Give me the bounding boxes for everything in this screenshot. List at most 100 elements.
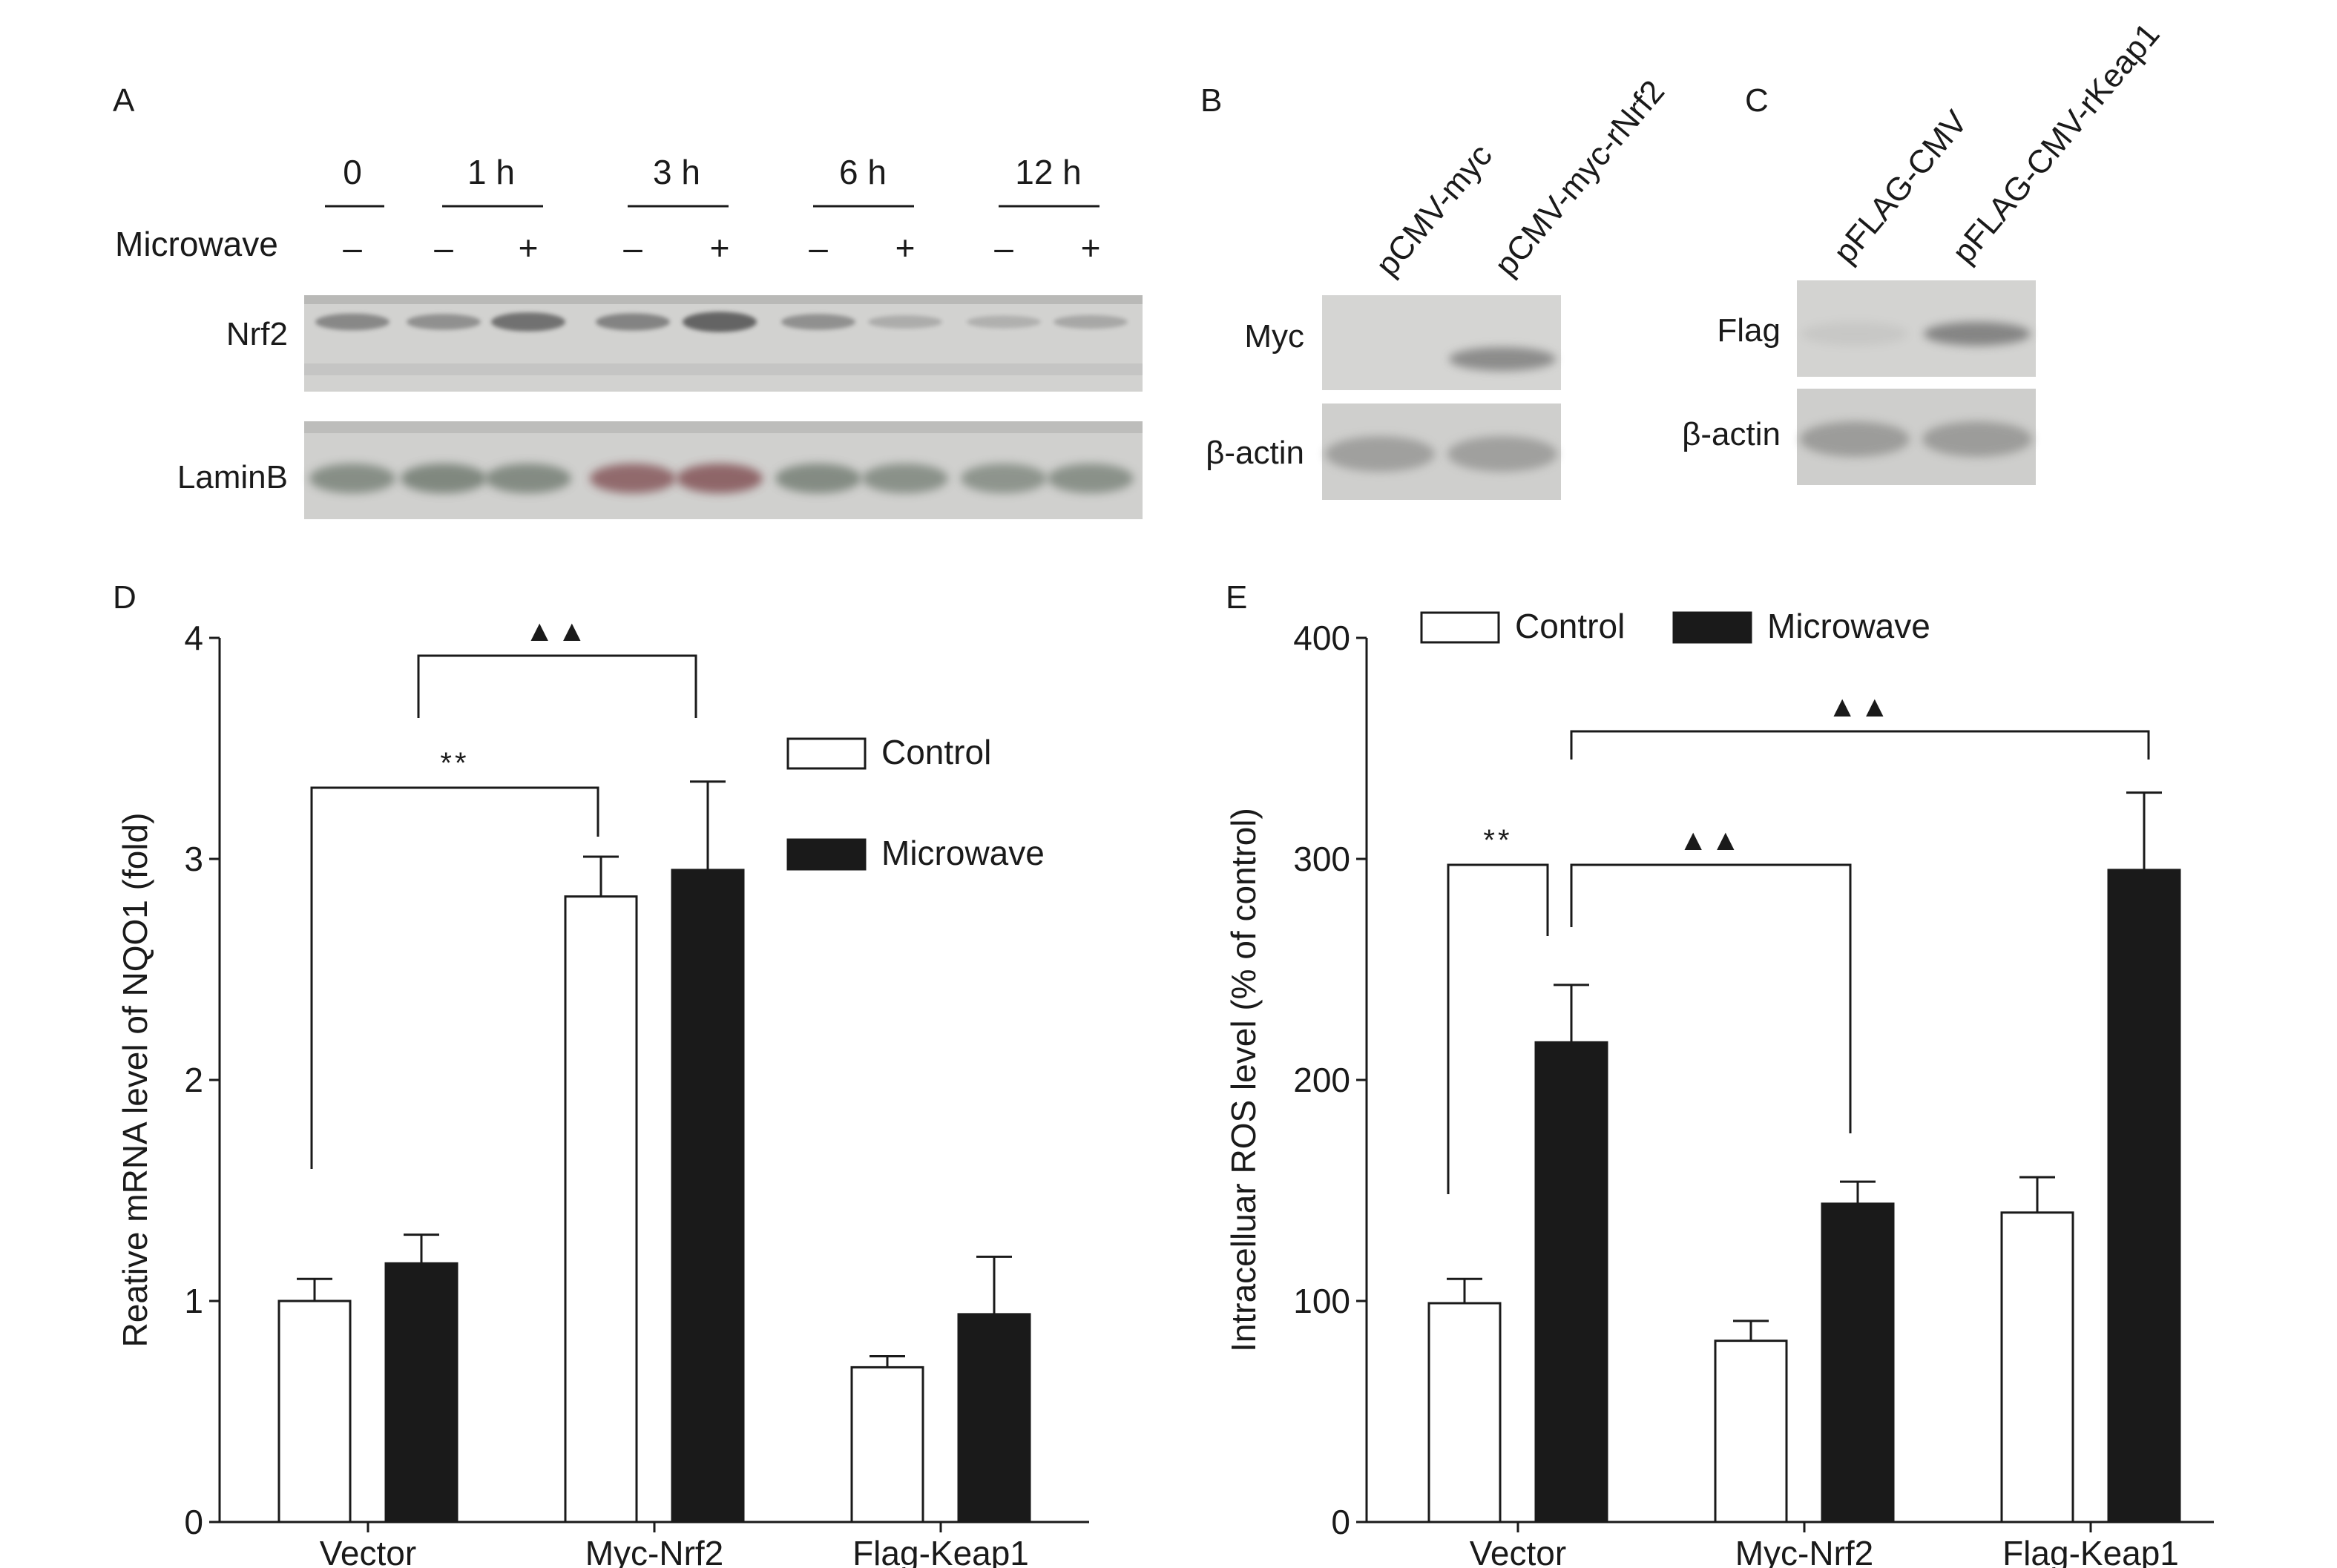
blot-b: pCMV-myc pCMV-myc-rNrf2 Myc β-actin <box>1206 73 1672 500</box>
beta-actin-band <box>1922 421 2032 457</box>
y-tick-label: 2 <box>184 1061 203 1099</box>
legend-swatch-microwave <box>1672 611 1752 644</box>
bar-microwave <box>671 869 745 1523</box>
row-label-nrf2: Nrf2 <box>226 316 288 352</box>
legend-swatch-control <box>786 737 867 770</box>
significance-label: ▲▲ <box>1827 691 1892 723</box>
bar-control <box>850 1366 924 1523</box>
row-label-laminb: LaminB <box>177 459 288 495</box>
y-tick-label: 1 <box>184 1282 203 1320</box>
nrf2-blot-strip <box>304 295 1143 392</box>
bar-microwave <box>2107 869 2181 1523</box>
chart-e-ros: 0 100 200 300 400 Intracelluar ROS level (% o… <box>1224 607 2214 1568</box>
time-label-0: 0 <box>343 153 362 191</box>
time-label-3h: 3 h <box>653 153 700 191</box>
significance-label: ** <box>440 747 469 780</box>
laminb-band <box>485 464 571 493</box>
flag-band <box>1801 322 1908 346</box>
nrf2-band <box>491 312 565 332</box>
beta-actin-band <box>1447 436 1557 472</box>
bar-microwave <box>384 1262 458 1523</box>
lane-sign: – <box>809 228 828 267</box>
y-tick-label: 200 <box>1293 1061 1350 1099</box>
myc-blot-strip <box>1322 295 1561 390</box>
bar-control <box>564 895 638 1523</box>
significance-bracket <box>1570 730 2150 760</box>
category-label: Myc-Nrf2 <box>585 1534 724 1568</box>
bar-control <box>1714 1340 1788 1523</box>
panel-label-c: C <box>1745 82 1769 119</box>
bar-microwave <box>1821 1202 1895 1523</box>
legend-label-microwave: Microwave <box>881 834 1045 872</box>
bar-control <box>1427 1302 1502 1523</box>
nrf2-band <box>407 314 481 330</box>
y-tick-label: 100 <box>1293 1282 1350 1320</box>
laminb-band <box>961 464 1047 493</box>
bar-microwave <box>957 1313 1031 1523</box>
significance-bracket <box>1570 863 1852 1133</box>
time-label-6h: 6 h <box>839 153 887 191</box>
significance-label: ▲▲ <box>525 615 589 648</box>
bar-microwave <box>1534 1041 1608 1523</box>
lane-sign: – <box>434 228 453 267</box>
chart-d-nqo1: 0 1 2 3 4 Reative mRNA level of NQO1 (fold) Ve… <box>116 615 1089 1568</box>
legend-swatch-microwave <box>786 838 867 871</box>
panel-label-e: E <box>1226 579 1247 616</box>
category-label: Vector <box>320 1534 416 1568</box>
laminb-band <box>401 464 487 493</box>
microwave-row-label: Microwave <box>115 225 278 263</box>
nrf2-band <box>315 313 390 331</box>
laminb-band <box>590 464 676 493</box>
laminb-band <box>1048 464 1134 493</box>
category-label: Vector <box>1470 1534 1566 1568</box>
legend-label-control: Control <box>1515 607 1625 645</box>
legend-label-microwave: Microwave <box>1767 607 1930 645</box>
row-label-beta-actin-c: β-actin <box>1682 416 1781 452</box>
lane-sign: + <box>519 228 539 267</box>
panel-label-a: A <box>113 82 135 119</box>
laminb-band <box>677 464 763 493</box>
y-tick-label: 400 <box>1293 619 1350 657</box>
y-tick-label: 0 <box>1331 1503 1350 1541</box>
time-label-1h: 1 h <box>467 153 515 191</box>
significance-label: ▲▲ <box>1678 824 1743 857</box>
beta-actin-band <box>1800 421 1910 457</box>
nrf2-band <box>781 314 855 330</box>
row-label-beta-actin-b: β-actin <box>1206 435 1304 471</box>
lane-sign: – <box>623 228 642 267</box>
lane-sign: + <box>895 228 916 267</box>
category-label: Myc-Nrf2 <box>1735 1534 1874 1568</box>
legend-label-control: Control <box>881 733 991 771</box>
y-tick-label: 4 <box>184 619 203 657</box>
bar-control <box>277 1299 352 1523</box>
y-tick-label: 3 <box>184 840 203 878</box>
row-label-flag: Flag <box>1717 312 1781 349</box>
laminb-band <box>862 464 948 493</box>
nrf2-band <box>1054 314 1128 329</box>
nrf2-band <box>596 313 670 331</box>
flag-band <box>1924 322 2031 346</box>
laminb-blot-strip <box>304 421 1143 519</box>
category-label: Flag-Keap1 <box>2002 1534 2179 1568</box>
significance-bracket <box>310 786 599 1169</box>
nrf2-band <box>683 312 757 332</box>
y-tick-label: 300 <box>1293 840 1350 878</box>
lane-label-pflag-cmv-rkeap1: pFLAG-CMV-rKeap1 <box>1945 16 2166 270</box>
bar-control <box>2000 1211 2074 1523</box>
lane-sign: – <box>343 228 362 267</box>
lane-sign: + <box>1081 228 1101 267</box>
significance-bracket <box>417 654 697 718</box>
nrf2-band <box>967 315 1041 329</box>
lane-sign: + <box>710 228 730 267</box>
panel-label-b: B <box>1200 82 1222 119</box>
laminb-band <box>309 464 395 493</box>
row-label-myc: Myc <box>1244 318 1304 355</box>
nrf2-band <box>868 315 942 329</box>
y-axis-label: Reative mRNA level of NQO1 (fold) <box>116 813 154 1348</box>
category-label: Flag-Keap1 <box>852 1534 1029 1568</box>
myc-band <box>1449 347 1556 371</box>
lane-sign: – <box>994 228 1013 267</box>
lane-label-pcmv-myc-rnrf2: pCMV-myc-rNrf2 <box>1488 73 1672 283</box>
laminb-band <box>775 464 861 493</box>
y-tick-label: 0 <box>184 1503 203 1541</box>
